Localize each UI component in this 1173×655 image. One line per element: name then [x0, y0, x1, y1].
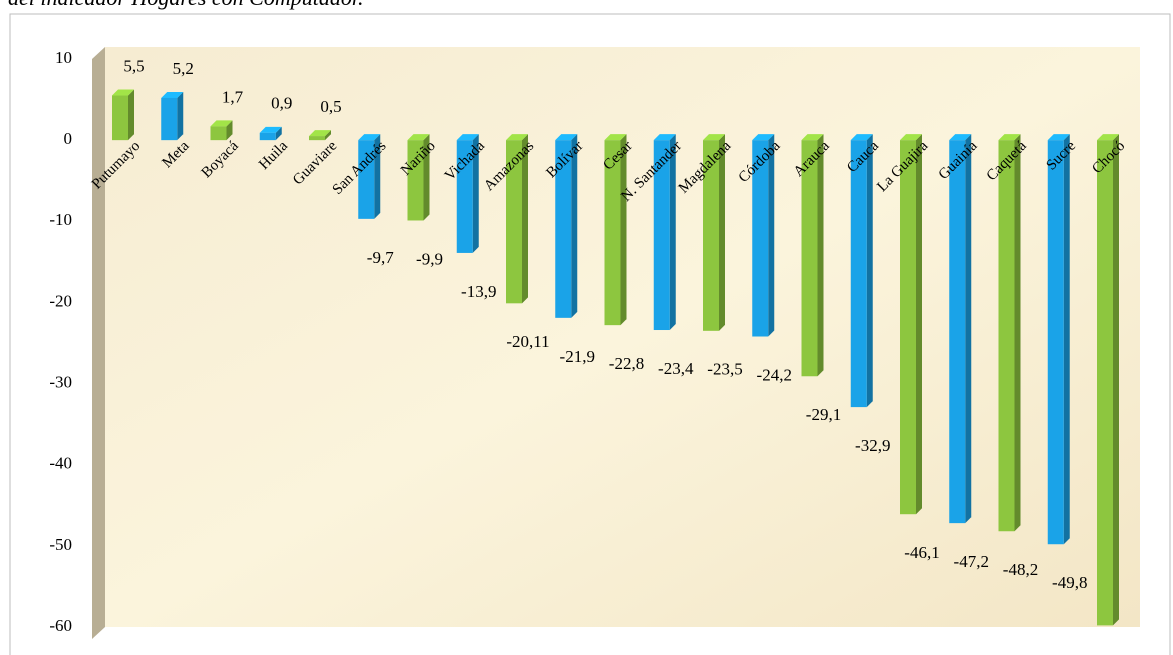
bar — [456, 140, 473, 253]
bar-side — [522, 134, 528, 304]
bar-side — [325, 130, 331, 141]
value-label: -9,9 — [416, 249, 443, 268]
value-label: -23,5 — [707, 360, 742, 379]
value-label: -9,7 — [367, 248, 394, 267]
bar-top — [358, 134, 381, 141]
value-label: -32,9 — [855, 436, 890, 455]
bar-side — [571, 134, 578, 318]
bar-side — [719, 134, 725, 331]
bar-top — [456, 134, 479, 141]
bar — [210, 126, 227, 141]
value-label: -23,4 — [658, 359, 694, 378]
value-label: -20,11 — [506, 332, 549, 351]
bar-side — [965, 134, 972, 524]
bar — [358, 140, 375, 219]
bar — [506, 140, 522, 304]
bar-side — [916, 134, 922, 515]
bar-side — [472, 134, 479, 253]
bar-side — [1063, 134, 1070, 545]
bar-top — [309, 130, 331, 137]
bar-side — [177, 91, 184, 141]
bar — [1097, 140, 1113, 626]
value-label: -13,9 — [461, 282, 496, 301]
bar-side — [226, 120, 233, 141]
y-tick-label: -10 — [49, 210, 72, 229]
bar — [555, 140, 572, 318]
bar-top — [850, 134, 873, 141]
bar-top — [1047, 134, 1070, 141]
bar — [703, 140, 719, 331]
bar-top — [112, 89, 134, 96]
bar-top — [752, 134, 775, 141]
value-label: -49,8 — [1052, 573, 1087, 592]
y-tick-label: -60 — [49, 616, 72, 635]
y-tick-label: -40 — [49, 454, 72, 473]
value-label: 0,9 — [271, 94, 292, 113]
bar-top — [703, 134, 725, 141]
value-label: 5,5 — [123, 56, 144, 75]
bar-side — [1014, 134, 1021, 532]
value-label: 5,2 — [173, 59, 194, 78]
y-tick-label: -20 — [49, 291, 72, 310]
y-tick-label: 0 — [64, 129, 73, 148]
bar-side — [374, 134, 381, 219]
bar-side — [866, 134, 873, 408]
bar-top — [555, 134, 578, 141]
bar — [801, 140, 818, 377]
bar-top — [801, 134, 824, 141]
value-label: -21,9 — [560, 347, 595, 366]
bar — [309, 136, 325, 141]
bar — [1047, 140, 1064, 545]
bar-side — [669, 134, 676, 331]
bar-top — [949, 134, 972, 141]
bar — [900, 140, 916, 515]
bar-top — [210, 120, 233, 127]
bar — [653, 140, 670, 331]
bar-side — [817, 134, 824, 377]
y-tick-label: -50 — [49, 535, 72, 554]
bar — [259, 132, 276, 141]
bar-side — [768, 134, 775, 337]
bar — [407, 140, 424, 221]
bar-top — [506, 134, 528, 141]
value-label: 1,7 — [222, 87, 244, 106]
value-label: -47,2 — [954, 552, 989, 571]
value-label: -46,1 — [904, 543, 939, 562]
bar-top — [900, 134, 922, 141]
value-label: -48,2 — [1003, 560, 1038, 579]
bar-top — [998, 134, 1021, 141]
side-wall — [92, 47, 105, 639]
bar-side — [1113, 134, 1119, 626]
bar-side — [275, 126, 282, 141]
bar-top — [161, 91, 184, 98]
bar-side — [620, 134, 627, 326]
bar — [752, 140, 769, 337]
bar — [850, 140, 867, 408]
value-label: -29,1 — [806, 405, 841, 424]
bar-top — [1097, 134, 1119, 141]
bar-top — [259, 126, 282, 133]
bar — [161, 97, 178, 141]
bar-side — [128, 89, 134, 141]
y-tick-label: -30 — [49, 372, 72, 391]
bar-side — [423, 134, 430, 221]
bar — [112, 95, 128, 141]
value-label: -22,8 — [609, 354, 644, 373]
value-label: -24,2 — [757, 365, 792, 384]
value-label: 0,5 — [320, 97, 341, 116]
bar-top — [653, 134, 676, 141]
y-tick-label: 10 — [55, 48, 72, 67]
bar-top — [604, 134, 627, 141]
chart-title: del indicador Hogares con Computador. — [8, 0, 363, 10]
bar — [949, 140, 966, 524]
bar — [604, 140, 621, 326]
bar — [998, 140, 1015, 532]
bar-top — [407, 134, 430, 141]
